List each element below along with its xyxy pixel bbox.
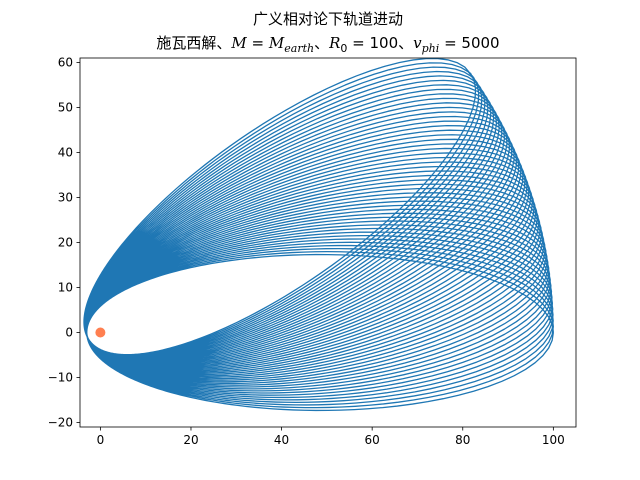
x-axis: 0 20 40 60 80 100 — [97, 427, 565, 447]
title-sub-earth: earth — [284, 42, 314, 55]
y-tick-label: −10 — [48, 371, 73, 385]
y-tick-label: 60 — [58, 56, 73, 70]
title-sep1: 、 — [314, 34, 329, 52]
orbit-lines — [83, 57, 554, 412]
y-axis: −20 −10 0 10 20 30 40 50 60 — [48, 56, 80, 430]
title-sub-phi: phi — [422, 42, 440, 55]
x-tick-label: 100 — [542, 433, 565, 447]
x-tick-label: 20 — [183, 433, 198, 447]
title-var-M-earth: M — [268, 34, 285, 52]
x-tick-label: 0 — [97, 433, 105, 447]
title-prefix: 施瓦西解、 — [156, 34, 231, 52]
y-tick-label: 0 — [65, 326, 73, 340]
orbit-series-line-0 — [83, 57, 554, 412]
y-tick-label: 40 — [58, 146, 73, 160]
title-var-v: v — [413, 34, 422, 52]
y-tick-label: 20 — [58, 236, 73, 250]
y-tick-label: 10 — [58, 281, 73, 295]
title-eq2: = 100、 — [347, 34, 413, 52]
central-mass-marker — [95, 327, 106, 338]
title-var-M: M — [230, 34, 247, 52]
title-sub-0: 0 — [340, 42, 347, 55]
plot-area — [83, 57, 554, 412]
y-tick-label: −20 — [48, 416, 73, 430]
x-tick-label: 80 — [455, 433, 470, 447]
chart-title-line1: 广义相对论下轨道进动 — [253, 10, 403, 28]
y-tick-label: 30 — [58, 191, 73, 205]
x-tick-label: 40 — [274, 433, 289, 447]
y-tick-label: 50 — [58, 101, 73, 115]
x-tick-label: 60 — [365, 433, 380, 447]
chart-title-line2: 施瓦西解、M = Mearth、R0 = 100、vphi = 5000 — [156, 34, 499, 55]
title-var-R: R — [328, 34, 340, 52]
chart-title: 广义相对论下轨道进动 施瓦西解、M = Mearth、R0 = 100、vphi… — [156, 10, 499, 55]
title-eq3: = 5000 — [439, 34, 499, 52]
title-eq1: = — [247, 34, 269, 52]
